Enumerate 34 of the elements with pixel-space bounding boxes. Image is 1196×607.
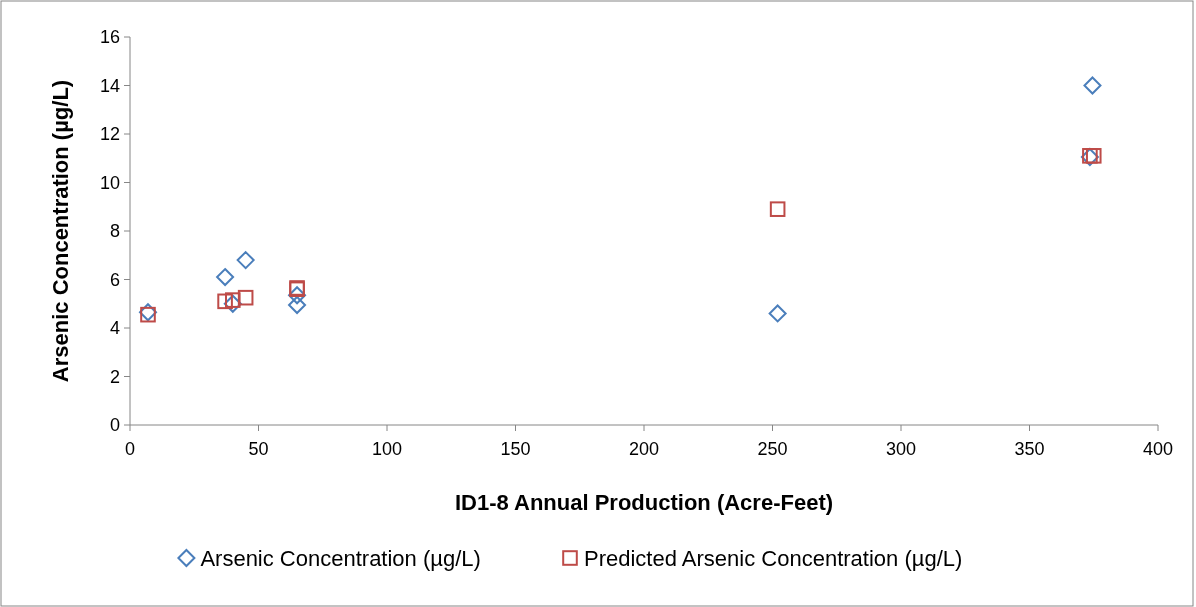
point	[288, 286, 307, 305]
point	[223, 294, 242, 313]
x-tick-label: 100	[371, 439, 403, 459]
x-axis-title: ID1-8 Annual Production (Acre-Feet)	[454, 490, 834, 515]
x-tick-label: 400	[1142, 439, 1174, 459]
point	[236, 251, 255, 270]
point	[217, 293, 233, 310]
y-tick-label: 8	[109, 221, 120, 242]
legend-label: Predicted Arsenic Concentration (µg/L)	[584, 545, 963, 571]
y-tick-label: 12	[99, 124, 120, 145]
y-tick-label: 10	[99, 172, 120, 193]
x-tick-label: 350	[1014, 439, 1045, 459]
y-tick-label: 16	[99, 27, 120, 48]
x-tick-label: 200	[628, 439, 660, 459]
y-tick-label: 2	[109, 366, 120, 387]
point	[769, 201, 786, 217]
y-axis-title: Arsenic Concentration (µg/L)	[48, 79, 73, 383]
y-tick-label: 4	[109, 318, 120, 339]
point	[1083, 76, 1102, 95]
x-tick-label: 50	[248, 439, 269, 459]
x-tick-label: 300	[885, 439, 917, 459]
x-tick-label: 0	[124, 439, 136, 459]
legend-label: Arsenic Concentration (µg/L)	[200, 545, 481, 571]
point	[237, 289, 254, 306]
point	[225, 292, 241, 308]
y-tick-label: 6	[109, 269, 120, 290]
point	[216, 268, 235, 287]
y-tick-label: 0	[109, 415, 120, 436]
point	[288, 295, 307, 314]
x-tick-label: 250	[757, 439, 788, 459]
y-tick-label: 14	[99, 75, 120, 96]
x-tick-label: 150	[500, 439, 531, 459]
point	[1085, 148, 1102, 164]
point	[768, 304, 787, 323]
